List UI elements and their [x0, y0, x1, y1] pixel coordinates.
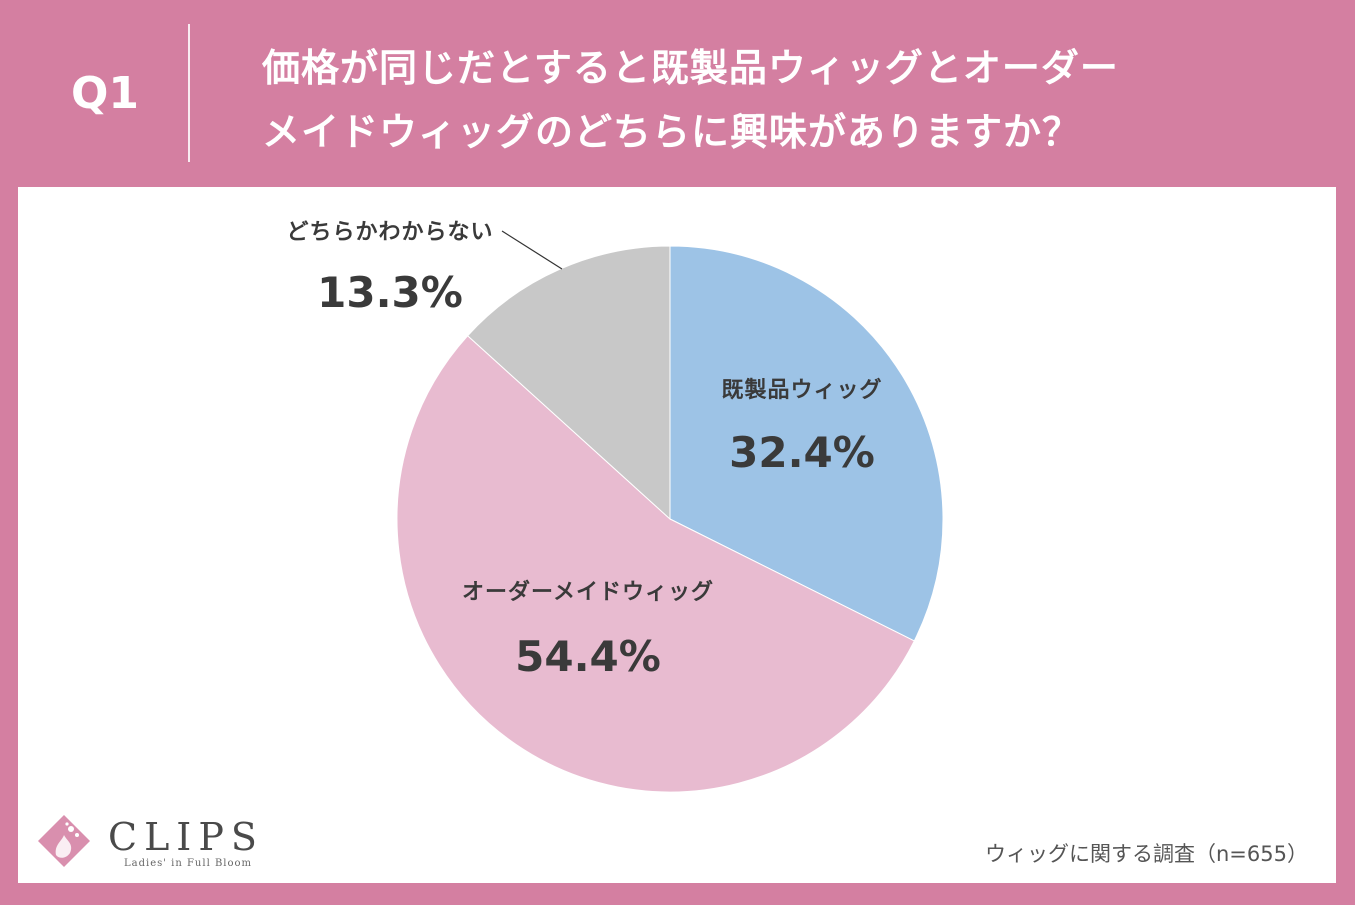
chart-panel: 既製品ウィッグ 32.4% オーダーメイドウィッグ 54.4% どちらかわからない 13.… [18, 187, 1336, 883]
header-band: Q1 価格が同じだとすると既製品ウィッグとオーダー メイドウィッグのどちらに興味… [0, 0, 1355, 187]
slice-label: 既製品ウィッグ [721, 377, 882, 403]
slice-value-label: 32.4% [729, 428, 875, 477]
question-line-1: 価格が同じだとすると既製品ウィッグとオーダー [262, 46, 1119, 90]
slice-value-label: 54.4% [515, 632, 661, 681]
pie-slice [466, 245, 671, 521]
header-divider [188, 24, 190, 162]
slice-label: オーダーメイドウィッグ [462, 579, 714, 605]
slice-label: どちらかわからない [286, 220, 493, 245]
flower-logo-icon [38, 815, 90, 867]
slice-value-label: 13.3% [317, 268, 463, 317]
question-text: 価格が同じだとすると既製品ウィッグとオーダー メイドウィッグのどちらに興味があり… [262, 36, 1322, 164]
pie-chart: 既製品ウィッグ 32.4% オーダーメイドウィッグ 54.4% どちらかわからない 13.… [286, 220, 944, 793]
logo-wordmark: CLIPS [108, 815, 264, 859]
pie-slice [396, 335, 915, 793]
question-number: Q1 [70, 68, 140, 119]
survey-note: ウィッグに関する調査（n=655） [985, 842, 1308, 866]
logo-tagline: Ladies' in Full Bloom [124, 858, 253, 869]
question-line-2: メイドウィッグのどちらに興味がありますか？ [262, 110, 1082, 154]
pie-slice [669, 245, 944, 642]
clips-logo: CLIPS Ladies' in Full Bloom [34, 811, 264, 875]
label-leader-line [501, 230, 563, 270]
